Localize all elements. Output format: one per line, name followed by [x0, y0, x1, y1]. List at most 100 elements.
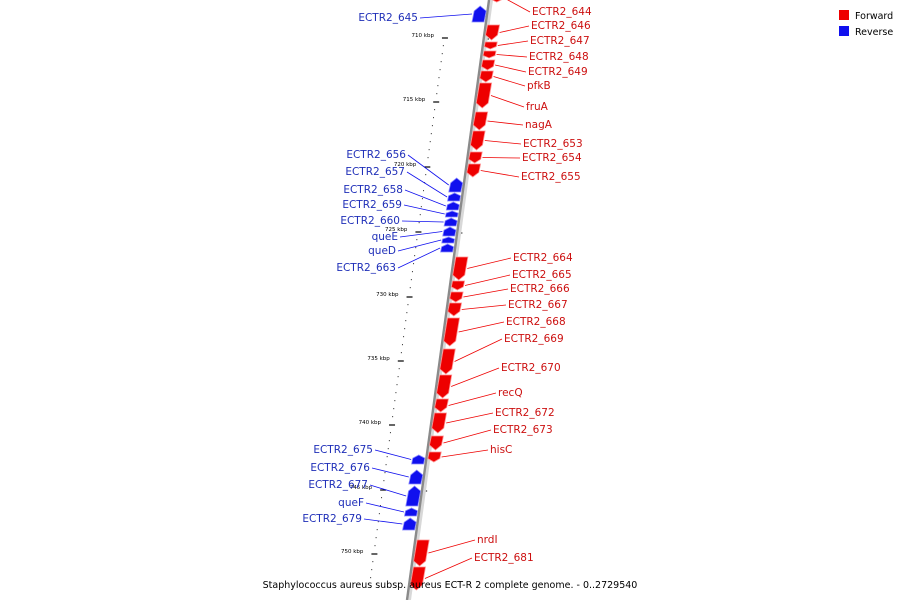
gene-features — [402, 0, 504, 591]
tick-label: 720 kbp — [394, 162, 417, 168]
tick-label: 735 kbp — [367, 356, 390, 362]
minor-tick — [421, 198, 423, 200]
gene-label-ectr2-666[interactable]: ECTR2_666 — [510, 283, 570, 295]
gene-feature-ectr2-673[interactable] — [429, 435, 444, 451]
leader-line-ectr2-648 — [496, 54, 528, 58]
gene-feature-ectr2-654[interactable] — [468, 151, 483, 164]
leader-line-ectr2-647 — [497, 40, 529, 46]
gene-label-ectr2-658[interactable]: ECTR2_658 — [343, 184, 403, 196]
gene-feature-ectr2-676[interactable] — [408, 469, 424, 485]
gene-label-recq[interactable]: recQ — [498, 387, 523, 399]
gene-feature-recq[interactable] — [434, 398, 449, 413]
gene-feature-ectr2-663[interactable] — [440, 243, 455, 253]
gene-feature-ectr2-675[interactable] — [411, 454, 426, 465]
leader-line-ectr2-655 — [480, 170, 520, 178]
gene-label-ectr2-668[interactable]: ECTR2_668 — [506, 316, 566, 328]
gene-feature-ectr2-660[interactable] — [443, 217, 458, 227]
gene-feature-naga[interactable] — [472, 111, 489, 131]
leader-line-ectr2-679 — [363, 518, 403, 525]
gene-label-ectr2-676[interactable]: ECTR2_676 — [310, 462, 370, 474]
gene-feature-ectr2-669[interactable] — [439, 348, 456, 375]
gene-feature-pfkb[interactable] — [479, 70, 494, 83]
gene-label-ectr2-665[interactable]: ECTR2_665 — [512, 269, 572, 281]
gene-feature-ectr2-658[interactable] — [445, 201, 460, 211]
leader-line-ectr2-645 — [419, 13, 473, 19]
gene-feature-ectr2-681[interactable] — [409, 566, 426, 591]
gene-feature-ectr2-668[interactable] — [443, 317, 461, 347]
gene-feature-ectr2-644[interactable] — [491, 0, 504, 3]
gene-feature-ectr2-657[interactable] — [447, 192, 462, 202]
gene-label-pfkb[interactable]: pfkB — [527, 80, 551, 92]
gene-label-ectr2-656[interactable]: ECTR2_656 — [346, 149, 406, 161]
minor-tick — [388, 440, 390, 442]
gene-feature-ectr2-665[interactable] — [450, 280, 466, 291]
gene-label-ectr2-673[interactable]: ECTR2_673 — [493, 424, 553, 436]
minor-tick — [394, 400, 396, 402]
gene-label-ectr2-653[interactable]: ECTR2_653 — [523, 138, 583, 150]
leader-line-ectr2-666 — [463, 288, 509, 298]
gene-label-ectr2-669[interactable]: ECTR2_669 — [504, 333, 564, 345]
minor-tick — [427, 157, 429, 159]
gene-label-ectr2-679[interactable]: ECTR2_679 — [302, 513, 362, 525]
gene-label-ectr2-657[interactable]: ECTR2_657 — [345, 166, 405, 178]
gene-feature-ectr2-659[interactable] — [444, 210, 459, 218]
gene-feature-ectr2-649[interactable] — [480, 59, 496, 71]
minor-tick — [416, 239, 418, 241]
gene-label-ectr2-644[interactable]: ECTR2_644 — [532, 6, 592, 18]
gene-feature-ectr2-679[interactable] — [402, 517, 417, 531]
gene-feature-hisc[interactable] — [427, 451, 442, 463]
gene-label-ectr2-672[interactable]: ECTR2_672 — [495, 407, 555, 419]
gene-label-ectr2-645[interactable]: ECTR2_645 — [358, 12, 418, 24]
leader-line-ectr2-660 — [401, 220, 444, 223]
gene-label-ectr2-646[interactable]: ECTR2_646 — [531, 20, 591, 32]
gene-feature-ectr2-672[interactable] — [431, 412, 448, 434]
gene-label-ectr2-649[interactable]: ECTR2_649 — [528, 66, 588, 78]
gene-label-quef[interactable]: queF — [338, 497, 364, 509]
gene-label-ectr2-660[interactable]: ECTR2_660 — [340, 215, 400, 227]
minor-tick — [441, 53, 443, 55]
minor-tick — [420, 206, 422, 208]
gene-feature-ectr2-667[interactable] — [447, 302, 463, 317]
gene-label-ectr2-648[interactable]: ECTR2_648 — [529, 51, 589, 63]
tick-label: 745 kbp — [350, 485, 373, 491]
gene-feature-nrdi[interactable] — [413, 539, 430, 567]
gene-label-ectr2-663[interactable]: ECTR2_663 — [336, 262, 396, 274]
gene-feature-ectr2-653[interactable] — [470, 130, 486, 151]
gene-label-quee[interactable]: queE — [372, 231, 398, 243]
gene-feature-ectr2-645[interactable] — [471, 5, 487, 23]
gene-label-frua[interactable]: fruA — [526, 101, 549, 113]
gene-feature-ectr2-648[interactable] — [482, 50, 497, 59]
gene-label-ectr2-667[interactable]: ECTR2_667 — [508, 299, 568, 311]
minor-tick — [411, 271, 413, 273]
gene-feature-ectr2-655[interactable] — [466, 163, 482, 178]
gene-feature-frua[interactable] — [475, 82, 493, 109]
gene-label-ectr2-655[interactable]: ECTR2_655 — [521, 171, 581, 183]
minor-tick — [387, 448, 389, 450]
gene-label-ectr2-675[interactable]: ECTR2_675 — [313, 444, 373, 456]
gene-label-hisc[interactable]: hisC — [490, 444, 512, 456]
gene-feature-ectr2-670[interactable] — [436, 374, 453, 399]
gene-label-qued[interactable]: queD — [368, 245, 396, 257]
minor-tick — [431, 125, 433, 127]
gene-feature-qued[interactable] — [441, 236, 456, 244]
gene-feature-ectr2-664[interactable] — [452, 256, 469, 281]
gene-feature-ectr2-677[interactable] — [405, 485, 421, 507]
gene-label-ectr2-659[interactable]: ECTR2_659 — [342, 199, 402, 211]
gene-feature-ectr2-647[interactable] — [483, 41, 498, 50]
gene-feature-quee[interactable] — [442, 226, 457, 237]
gene-label-nrdi[interactable]: nrdI — [477, 534, 498, 546]
gene-feature-ectr2-666[interactable] — [449, 291, 464, 303]
gene-feature-ectr2-656[interactable] — [448, 177, 464, 193]
gene-feature-ectr2-646[interactable] — [485, 24, 501, 41]
leader-line-recq — [448, 392, 497, 406]
gene-label-ectr2-670[interactable]: ECTR2_670 — [501, 362, 561, 374]
gene-label-ectr2-647[interactable]: ECTR2_647 — [530, 35, 590, 47]
gene-feature-quef[interactable] — [403, 507, 419, 517]
minor-tick — [372, 561, 374, 563]
gene-label-ectr2-677[interactable]: ECTR2_677 — [308, 479, 368, 491]
gene-label-ectr2-654[interactable]: ECTR2_654 — [522, 152, 582, 164]
gene-label-naga[interactable]: nagA — [525, 119, 553, 131]
gene-label-ectr2-681[interactable]: ECTR2_681 — [474, 552, 534, 564]
gene-label-ectr2-664[interactable]: ECTR2_664 — [513, 252, 573, 264]
